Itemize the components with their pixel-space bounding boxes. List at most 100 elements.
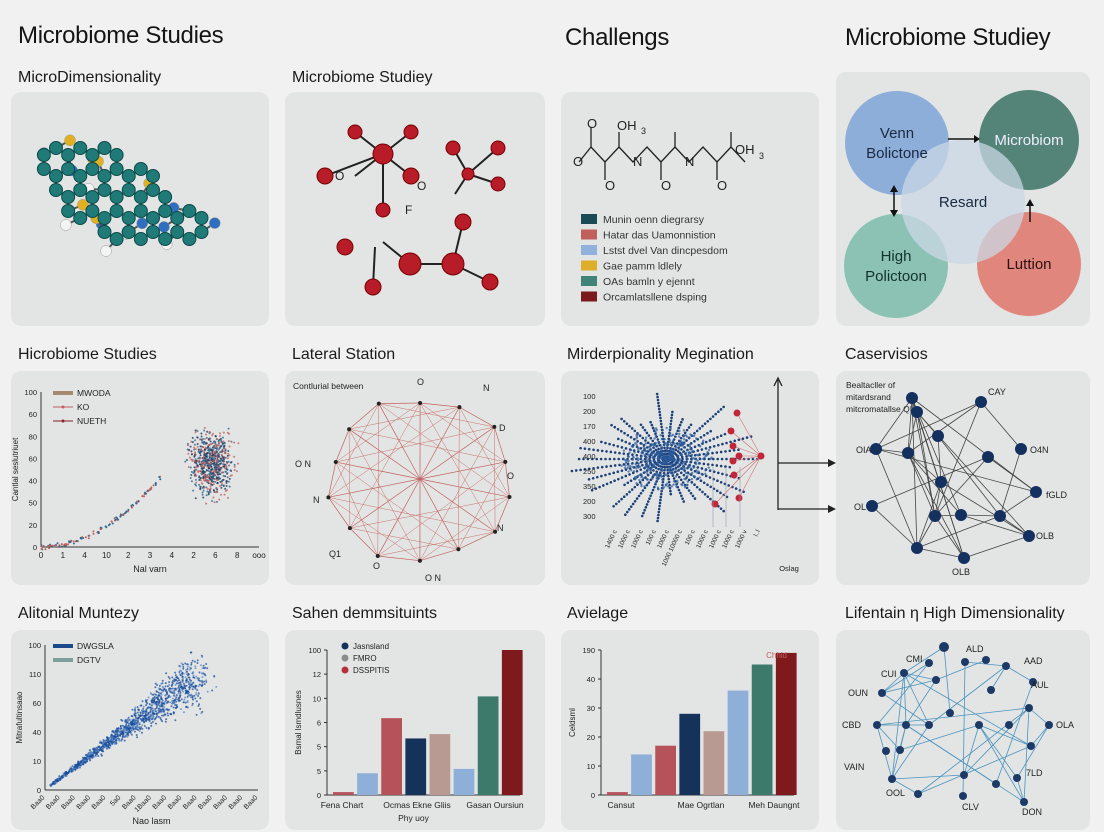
burst-point (614, 502, 618, 506)
data-point (195, 691, 198, 694)
burst-point (703, 493, 707, 496)
data-point (228, 454, 231, 457)
burst-point (659, 453, 662, 457)
data-point (177, 677, 180, 680)
y-axis-label: Cantlal seslutriuet (11, 437, 20, 501)
data-point (105, 747, 108, 750)
data-point (213, 445, 216, 448)
x-tick-label: Baa0 (30, 794, 47, 811)
burst-point (661, 428, 664, 432)
edge (328, 497, 421, 561)
burst-point (651, 477, 654, 481)
carbon-atom (133, 232, 148, 246)
burst-point (663, 451, 667, 455)
data-point (134, 720, 137, 723)
network-caption: mitcromatallse QI (846, 404, 912, 414)
data-point (202, 664, 205, 667)
burst-point (709, 429, 713, 433)
data-point (205, 455, 208, 458)
node-label: O N (425, 573, 441, 583)
bar (727, 690, 749, 795)
burst-point (701, 424, 704, 428)
data-point (196, 443, 199, 446)
data-point (181, 677, 184, 680)
data-point (105, 743, 108, 746)
label-r1c2: Microbiome Studiey (292, 69, 433, 86)
burst-point (620, 464, 623, 468)
data-point (59, 777, 62, 780)
node (1015, 443, 1027, 455)
burst-point (630, 488, 634, 491)
x-tick-label: 3 (148, 551, 153, 560)
node (975, 721, 983, 729)
data-point (195, 675, 198, 678)
data-point (173, 691, 176, 694)
data-point (183, 698, 186, 701)
burst-point (592, 448, 595, 452)
burst-point (652, 428, 656, 431)
data-point (141, 727, 144, 730)
scatter-panel-1: 0 1 4 10 2 3 4 2 6 8 ooo 0 20 50 40 60 80 60 100 Nal varn Ca… (11, 371, 269, 585)
data-point (186, 444, 189, 447)
data-point (191, 459, 194, 462)
data-point (233, 468, 236, 471)
data-point (193, 466, 196, 469)
data-point (153, 712, 156, 715)
burst-point (719, 507, 723, 510)
data-point (182, 667, 185, 670)
data-point (155, 707, 158, 710)
burst-point (660, 445, 664, 449)
data-point (237, 442, 240, 445)
venn-label: Bolictone (866, 145, 928, 162)
edge (419, 461, 506, 480)
x-tick-label: Baa0 (212, 794, 229, 811)
data-point (108, 736, 111, 739)
data-point (196, 676, 199, 679)
x-category-label: Mae Ogrtlan (678, 800, 725, 810)
burst-point (636, 458, 640, 462)
edge (335, 426, 495, 463)
arrow-head (1026, 199, 1034, 206)
burst-point (704, 447, 708, 450)
data-point (198, 483, 201, 486)
data-point (190, 480, 193, 483)
data-point (121, 724, 124, 727)
data-point (141, 731, 144, 734)
carbon-atom (109, 204, 124, 218)
edge (960, 514, 1030, 537)
data-point (65, 543, 68, 546)
y-tick-label: 350 (583, 482, 596, 491)
burst-point (670, 413, 674, 417)
data-point (173, 699, 176, 702)
data-point (195, 713, 198, 716)
data-point (202, 476, 205, 479)
data-point (224, 489, 227, 492)
data-point (165, 693, 168, 696)
burst-point (632, 470, 636, 473)
burst-point (690, 478, 694, 481)
data-point (190, 661, 193, 664)
data-point (203, 452, 206, 455)
burst-point (678, 491, 682, 495)
data-point (152, 693, 155, 696)
burst-point (667, 477, 671, 481)
data-point (169, 701, 172, 704)
data-point (44, 548, 47, 551)
oxygen-atom (490, 176, 506, 192)
edge (891, 724, 930, 780)
burst-point (620, 476, 624, 479)
ball-stick-molecules: OOF (316, 124, 506, 296)
burst-point (657, 510, 661, 514)
data-point (87, 756, 90, 759)
burst-point (670, 462, 674, 466)
edge (876, 724, 901, 751)
node (492, 424, 497, 429)
oxygen-atom (364, 278, 382, 296)
data-point (200, 438, 203, 441)
carbon-atom (145, 225, 160, 239)
burst-point (627, 508, 631, 511)
burst-point (609, 480, 613, 484)
burst-point (708, 469, 712, 472)
data-point (92, 756, 95, 759)
burst-point (631, 455, 635, 459)
